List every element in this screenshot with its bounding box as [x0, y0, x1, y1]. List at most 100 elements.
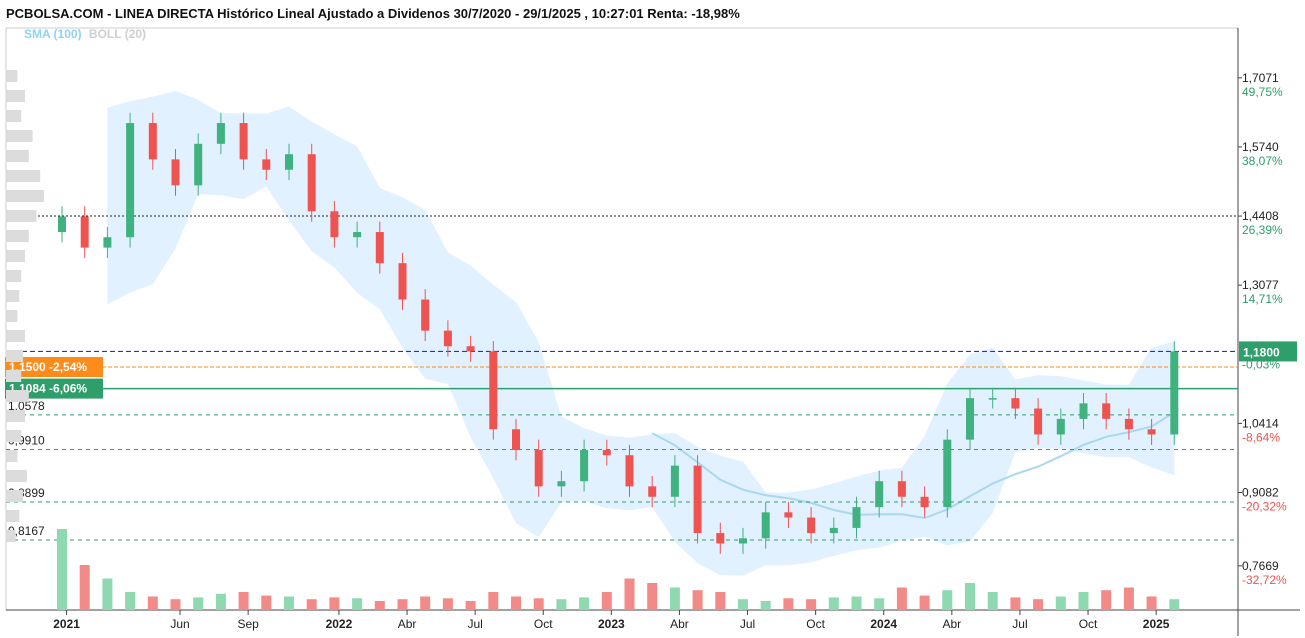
- x-tick-label: 2025: [1143, 617, 1170, 631]
- legend-boll[interactable]: BOLL (20): [88, 27, 147, 41]
- volume-profile-bar: [6, 290, 20, 302]
- candle-body: [489, 351, 498, 430]
- y-tick-pct: -20,32%: [1242, 500, 1287, 514]
- volume-bar: [193, 597, 204, 610]
- x-tick-label: Sep: [237, 617, 259, 631]
- volume-bar: [942, 590, 953, 610]
- candle-body: [103, 237, 112, 248]
- volume-bar: [329, 597, 340, 610]
- candle-body: [761, 512, 770, 539]
- x-tick-label: 2021: [53, 617, 80, 631]
- candle-body: [194, 143, 203, 186]
- x-tick-label: 2023: [598, 617, 625, 631]
- volume-profile-bar: [6, 70, 18, 82]
- candle-body: [716, 533, 725, 544]
- level-label: 0,8167: [8, 524, 45, 538]
- volume-bar: [420, 596, 431, 610]
- x-tick-label: 2022: [326, 617, 353, 631]
- candle-body: [239, 123, 248, 160]
- volume-bar: [1169, 599, 1180, 610]
- volume-bar: [284, 596, 294, 610]
- volume-bar: [760, 601, 771, 610]
- volume-bar: [1123, 587, 1134, 610]
- candle-body: [285, 154, 293, 170]
- y-tick-pct: 26,39%: [1242, 223, 1283, 237]
- candle-body: [1124, 418, 1133, 430]
- chart-legend: SMA (100) BOLL (20): [24, 27, 146, 41]
- candle-body: [353, 232, 362, 238]
- candle-body: [171, 159, 180, 186]
- candle-body: [148, 123, 157, 160]
- candle-body: [421, 299, 430, 331]
- candle-body: [534, 450, 543, 487]
- x-tick-label: Jun: [170, 617, 189, 631]
- candle-body: [1056, 418, 1065, 435]
- volume-bar: [125, 592, 136, 610]
- hidden-pct-label: -0,03%: [1242, 357, 1280, 371]
- volume-bar: [465, 601, 476, 610]
- volume-bar: [397, 599, 408, 610]
- candle-body: [557, 481, 566, 487]
- candle-body: [1102, 403, 1111, 419]
- volume-bar: [556, 599, 567, 610]
- volume-bar: [919, 595, 930, 610]
- volume-profile-bar: [6, 90, 25, 102]
- y-tick-pct: 14,71%: [1242, 292, 1283, 306]
- volume-bar: [1010, 597, 1021, 610]
- y-tick-label: 0,9082: [1242, 486, 1279, 500]
- volume-profile-bar: [6, 490, 24, 502]
- volume-bar: [715, 592, 726, 610]
- volume-bar: [806, 599, 817, 610]
- candle-body: [625, 455, 634, 487]
- volume-bar: [579, 597, 590, 610]
- candle-body: [693, 465, 702, 534]
- x-tick-label: Oct: [1079, 617, 1098, 631]
- volume-bar: [647, 583, 658, 610]
- candle-body: [897, 481, 906, 497]
- volume-profile-bar: [6, 250, 25, 262]
- volume-profile-bar: [6, 310, 18, 322]
- volume-profile-bar: [6, 190, 44, 202]
- volume-bar: [102, 578, 113, 610]
- volume-bar: [1146, 596, 1157, 610]
- sma-line: [651, 411, 1175, 520]
- chart-title: PCBOLSA.COM - LINEA DIRECTA Histórico Li…: [6, 6, 740, 21]
- y-tick-label: 1,5740: [1242, 140, 1279, 154]
- candle-body: [1079, 403, 1088, 419]
- volume-bar: [57, 529, 67, 610]
- candle-body: [443, 330, 452, 347]
- volume-bar: [352, 598, 363, 610]
- y-tick-pct: 38,07%: [1242, 154, 1283, 168]
- y-tick-label: 1,4408: [1242, 209, 1279, 223]
- candle-body: [602, 450, 611, 456]
- volume-profile-bar: [6, 130, 33, 142]
- volume-bar: [147, 596, 158, 610]
- candle-body: [1147, 429, 1156, 435]
- volume-profile-bar: [6, 330, 25, 342]
- candle-body: [648, 486, 657, 497]
- candle-body: [988, 398, 997, 400]
- candle-body: [126, 123, 135, 238]
- candle-body: [580, 450, 589, 482]
- candle-body: [966, 398, 974, 440]
- volume-bar: [601, 592, 612, 610]
- x-tick-label: Oct: [806, 617, 825, 631]
- candle-body: [1011, 398, 1020, 409]
- volume-bar: [738, 599, 748, 610]
- candle-body: [920, 496, 929, 508]
- volume-profile-bar: [6, 370, 22, 382]
- candle-body: [375, 232, 384, 264]
- y-tick-pct: -8,64%: [1242, 430, 1280, 444]
- volume-bar: [238, 592, 249, 610]
- volume-bar: [374, 601, 385, 610]
- candle-body: [807, 517, 816, 534]
- volume-bar: [624, 578, 635, 610]
- legend-sma[interactable]: SMA (100): [24, 27, 82, 41]
- x-tick-label: Oct: [534, 617, 553, 631]
- volume-profile-bar: [6, 110, 22, 122]
- volume-profile-bar: [6, 390, 29, 402]
- volume-bar: [170, 599, 181, 610]
- volume-bar: [1055, 596, 1066, 610]
- bollinger-band: [107, 91, 1175, 576]
